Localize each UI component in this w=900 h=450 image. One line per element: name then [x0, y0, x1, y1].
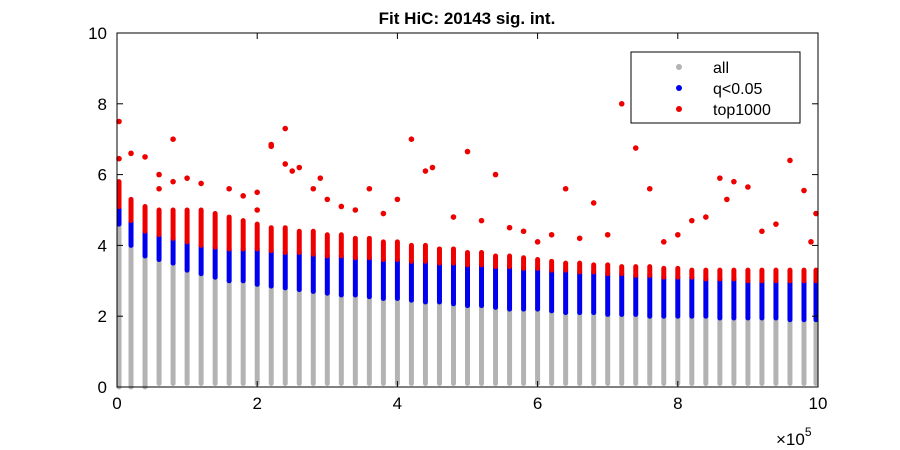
- series-2-point-18: [289, 168, 296, 174]
- series-2-point-27: [394, 196, 401, 203]
- legend-label-q005: q<0.05: [713, 81, 762, 98]
- series-2-point-12: [254, 189, 260, 196]
- series-2-point-38: [548, 231, 555, 238]
- series-2-point-50: [717, 175, 723, 181]
- series-2-point-42: [604, 231, 611, 238]
- series-2-point-13: [254, 207, 260, 213]
- series-2-point-1: [116, 155, 122, 162]
- series-2-point-34: [492, 171, 499, 178]
- series-2-point-22: [324, 196, 331, 203]
- y-tick-label-4: 8: [98, 95, 107, 114]
- series-2-point-53: [745, 184, 751, 190]
- series-2-point-55: [773, 221, 779, 227]
- x-multiplier-base: ×10: [776, 430, 805, 449]
- series-2-point-40: [576, 235, 583, 242]
- series-2-point-4: [156, 171, 162, 178]
- series-2-point-31: [450, 214, 457, 220]
- series-2-point-16: [282, 125, 289, 132]
- x-multiplier: ×105: [776, 425, 812, 449]
- series-2-point-0: [116, 118, 122, 125]
- series-2-point-26: [380, 210, 387, 217]
- series-2-point-19: [296, 164, 303, 171]
- series-2-point-52: [731, 178, 737, 185]
- series-2-point-32: [464, 148, 471, 155]
- series-2-point-20: [310, 185, 317, 192]
- x-tick-label-3: 6: [533, 394, 542, 413]
- x-tick-label-5: 10: [809, 394, 828, 413]
- series-2-point-43: [618, 101, 625, 107]
- chart-title: Fit HiC: 20143 sig. int.: [379, 9, 556, 28]
- series-2-point-11: [240, 193, 246, 199]
- series-2-point-3: [142, 154, 148, 160]
- series-2-point-2: [128, 150, 134, 157]
- x-tick-label-0: 0: [112, 394, 121, 413]
- x-tick-label-2: 4: [393, 394, 402, 413]
- series-2-point-15: [268, 143, 275, 150]
- series-2-point-5: [156, 185, 162, 192]
- series-2-point-9: [198, 180, 204, 187]
- y-axis: 0 2 4 6 8 10: [88, 24, 818, 397]
- x-axis: 0 2 4 6 8 10: [112, 33, 827, 413]
- series-2-point-54: [759, 228, 765, 235]
- series-2-point-21: [317, 175, 324, 181]
- legend: all q<0.05 top1000: [630, 51, 801, 124]
- series-1: [116, 203, 819, 323]
- legend-marker-top1000: [676, 106, 682, 112]
- series-2-point-17: [282, 161, 289, 167]
- series-2-point-25: [366, 185, 373, 192]
- series-2-point-44: [632, 145, 639, 151]
- series-2-point-29: [422, 168, 429, 174]
- series-2-point-59: [813, 210, 819, 217]
- x-tick-label-4: 8: [673, 394, 682, 413]
- series-2-point-28: [408, 136, 415, 142]
- series-2-point-48: [689, 217, 695, 224]
- series-2-point-10: [226, 185, 232, 192]
- series-2-point-41: [590, 200, 597, 206]
- series-2-point-51: [724, 196, 730, 203]
- series-2-point-23: [338, 203, 345, 210]
- y-tick-label-3: 6: [98, 166, 107, 185]
- legend-marker-all: [676, 64, 682, 70]
- series-2-point-49: [703, 214, 709, 220]
- plot-area: [116, 101, 819, 390]
- legend-label-all: all: [713, 60, 729, 77]
- series-2-point-39: [562, 185, 569, 192]
- legend-marker-q005: [676, 85, 682, 91]
- y-tick-label-0: 0: [98, 378, 107, 397]
- legend-label-top1000: top1000: [713, 102, 771, 119]
- series-2-point-24: [352, 207, 359, 213]
- x-multiplier-exponent: 5: [805, 425, 812, 439]
- series-2-point-30: [429, 164, 436, 171]
- series-2-point-56: [787, 157, 793, 164]
- series-2-point-36: [520, 228, 527, 235]
- x-tick-label-1: 2: [252, 394, 261, 413]
- series-2-point-33: [478, 217, 485, 224]
- series-0: [116, 221, 819, 390]
- legend-box: [630, 51, 801, 124]
- series-2-point-57: [801, 187, 807, 194]
- series-2-point-45: [646, 185, 653, 192]
- series-2-point-7: [170, 178, 176, 185]
- series-2-point-8: [184, 175, 190, 181]
- series-2-point-37: [534, 239, 541, 245]
- series-2-point-35: [506, 224, 513, 231]
- series-2: [116, 101, 819, 284]
- y-tick-label-1: 2: [98, 307, 107, 326]
- y-tick-label-2: 4: [98, 236, 107, 255]
- y-tick-label-5: 10: [88, 24, 107, 43]
- series-2-point-6: [170, 136, 176, 142]
- series-2-point-46: [660, 239, 667, 245]
- series-2-point-58: [808, 239, 814, 245]
- axes-frame: [116, 32, 819, 388]
- series-2-point-47: [675, 231, 681, 238]
